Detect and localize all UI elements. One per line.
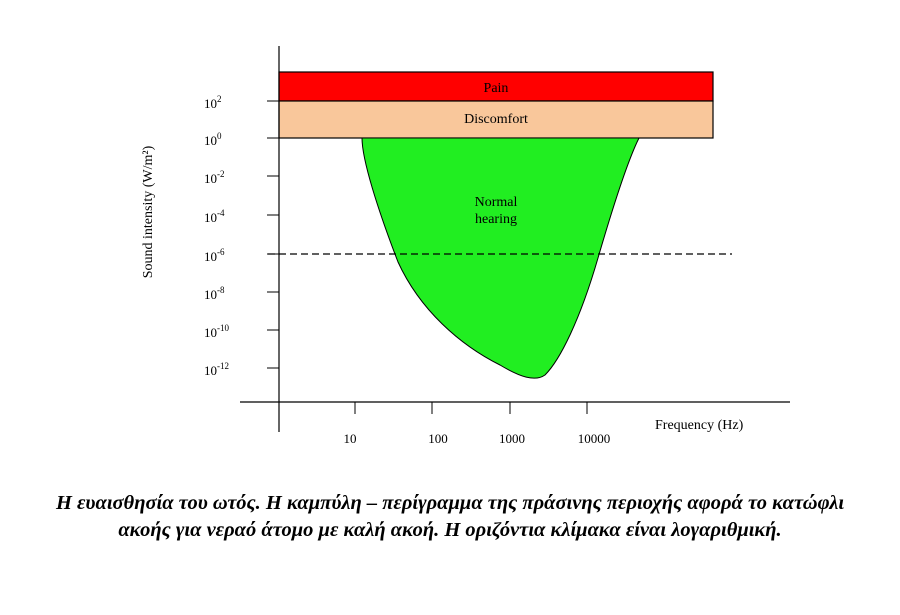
x-tick-label: 1000 [499, 431, 525, 446]
region-label-line-2: hearing [475, 212, 517, 227]
x-tick-label: 10 [344, 431, 357, 446]
x-tick-label: 10000 [578, 431, 611, 446]
x-tick-label: 100 [428, 431, 448, 446]
y-axis-label: Sound intensity (W/m²) [141, 145, 156, 278]
normal-hearing-region [361, 137, 640, 379]
discomfort-band-rect [278, 100, 714, 139]
figure-caption: Η ευαισθησία του ωτός. Η καμπύλη – περίγ… [55, 492, 845, 541]
y-tick-label: 100 [204, 131, 222, 148]
pain-band: Pain [278, 71, 714, 102]
region-label-line-1: Normal [475, 195, 518, 210]
x-ticks [354, 402, 588, 414]
y-tick-label: 10-8 [204, 285, 225, 302]
discomfort-band-label: Discomfort [464, 112, 528, 127]
y-tick-label: 10-6 [204, 247, 225, 264]
hearing-chart: Pain Discomfort Normal hearing 102 100 1… [141, 46, 790, 446]
discomfort-band: Discomfort [278, 100, 714, 139]
y-tick-label: 102 [204, 94, 222, 111]
y-tick-label: 10-12 [204, 361, 229, 378]
y-tick-label: 10-4 [204, 208, 225, 225]
y-tick-labels: 102 100 10-2 10-4 10-6 10-8 10-10 10-12 [204, 94, 229, 378]
pain-band-label: Pain [484, 81, 509, 96]
x-tick-labels: 10 100 1000 10000 [344, 431, 611, 446]
y-ticks [267, 100, 279, 369]
x-axis-label: Frequency (Hz) [655, 418, 744, 433]
y-tick-label: 10-2 [204, 169, 225, 186]
pain-band-rect [278, 71, 714, 102]
y-tick-label: 10-10 [204, 323, 229, 340]
